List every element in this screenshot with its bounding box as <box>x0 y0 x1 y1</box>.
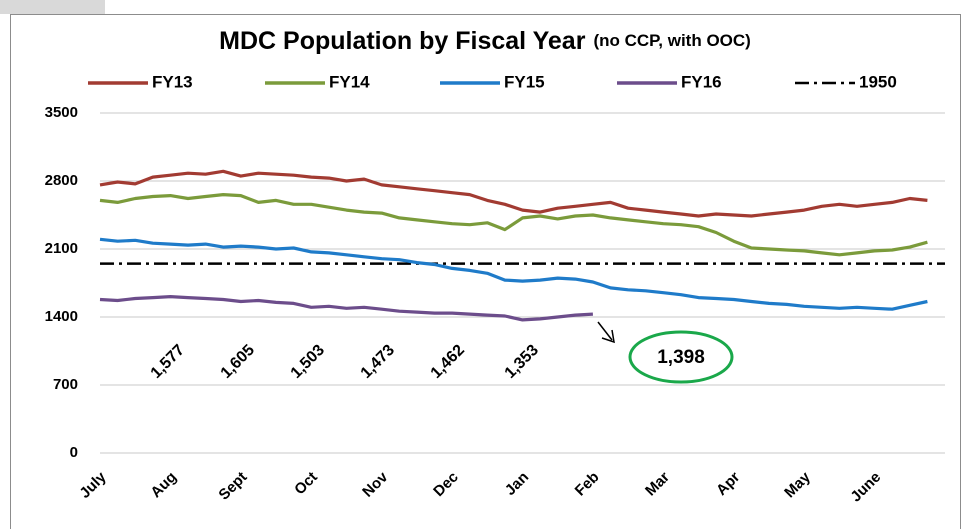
legend-label: 1950 <box>859 72 897 91</box>
legend-label: FY13 <box>152 72 193 91</box>
y-tick-label: 0 <box>70 444 78 461</box>
series-line <box>99 169 928 218</box>
callout-label: 1,398 <box>657 347 705 368</box>
corner-block <box>0 0 105 14</box>
legend-label: FY16 <box>681 72 722 91</box>
y-tick-label: 1400 <box>45 308 78 325</box>
series-line <box>99 193 928 257</box>
series-line <box>99 237 928 311</box>
chart-title: MDC Population by Fiscal Year <box>219 27 586 55</box>
callout-arrowhead <box>601 329 615 344</box>
legend-label: FY15 <box>504 72 545 91</box>
y-tick-label: 2800 <box>45 172 78 189</box>
callout-arrow <box>597 321 613 341</box>
y-tick-label: 3500 <box>45 104 78 121</box>
y-tick-label: 700 <box>53 376 78 393</box>
chart-subtitle: (no CCP, with OOC) <box>593 31 750 50</box>
callout-ellipse <box>628 330 734 384</box>
y-tick-label: 2100 <box>45 240 78 257</box>
legend-label: FY14 <box>329 72 370 91</box>
series-line <box>99 295 593 322</box>
chart-title-group: MDC Population by Fiscal Year (no CCP, wi… <box>219 27 751 55</box>
